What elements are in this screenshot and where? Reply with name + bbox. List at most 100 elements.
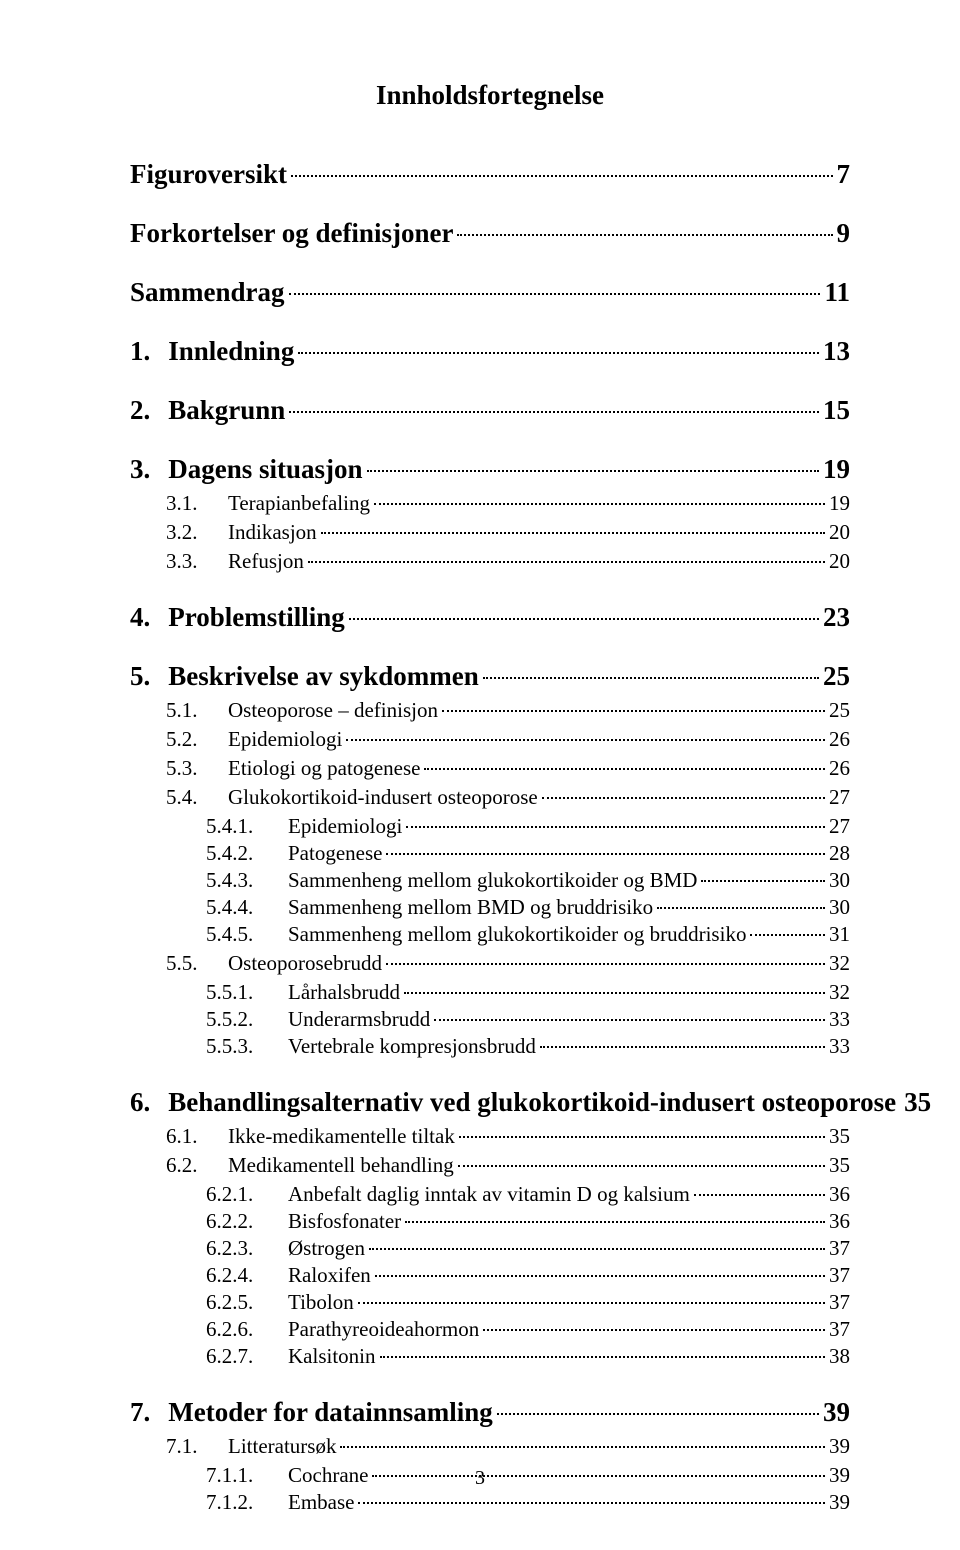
toc-entry-label: Forkortelser og definisjoner <box>130 218 453 249</box>
toc-title: Innholdsfortegnelse <box>130 80 850 111</box>
toc-entry-page: 35 <box>829 1124 850 1149</box>
toc-entry-page: 39 <box>829 1490 850 1515</box>
toc-leader <box>405 1221 825 1223</box>
toc-entry-text: Sammendrag <box>130 277 285 307</box>
toc-entry: 5.Beskrivelse av sykdommen 25 <box>130 661 850 692</box>
toc-entry-text: Tibolon <box>288 1290 354 1315</box>
toc-leader <box>459 1136 825 1138</box>
toc-entry-page: 25 <box>823 661 850 692</box>
toc-entry-number: 6.2.5. <box>206 1290 288 1315</box>
toc-leader <box>358 1502 825 1504</box>
toc-entry-text: Glukokortikoid-indusert osteoporose <box>228 785 538 810</box>
toc-entry-wrap: 6.2.Medikamentell behandling35 <box>130 1153 850 1178</box>
toc-entry-wrap: 5.5.3.Vertebrale kompresjonsbrudd33 <box>130 1034 850 1059</box>
toc-entry: 6.2.1.Anbefalt daglig inntak av vitamin … <box>130 1182 850 1207</box>
toc-entry: 6.2.2.Bisfosfonater36 <box>130 1209 850 1234</box>
toc-leader <box>367 470 819 472</box>
toc-entry-page: 33 <box>829 1034 850 1059</box>
toc-entry-wrap: 3.2.Indikasjon20 <box>130 520 850 545</box>
toc-entry-text: Patogenese <box>288 841 382 866</box>
toc-entry-page: 35 <box>904 1087 931 1118</box>
toc-entry-page: 39 <box>823 1397 850 1428</box>
toc-leader <box>289 411 819 413</box>
toc-entry-wrap: 5.3.Etiologi og patogenese26 <box>130 756 850 781</box>
toc-entry: 5.4.Glukokortikoid-indusert osteoporose 2… <box>130 785 850 810</box>
toc-entry-page: 20 <box>829 520 850 545</box>
toc-leader <box>694 1194 825 1196</box>
toc-entry-page: 37 <box>829 1290 850 1315</box>
toc-entry-label: 6.Behandlingsalternativ ved glukokortiko… <box>130 1087 896 1118</box>
toc-leader <box>434 1019 825 1021</box>
toc-entry-wrap: 5.1.Osteoporose – definisjon25 <box>130 698 850 723</box>
toc-leader <box>291 175 833 177</box>
toc-entry-text: Osteoporose – definisjon <box>228 698 438 723</box>
toc-leader <box>386 963 825 965</box>
page: Innholdsfortegnelse Figuroversikt7 Forkor… <box>0 0 960 1550</box>
toc-entry-text: Epidemiologi <box>288 814 402 839</box>
toc-entry-text: Problemstilling <box>168 602 345 632</box>
toc-entry-page: 11 <box>824 277 850 308</box>
toc-entry-page: 20 <box>829 549 850 574</box>
toc-body: Figuroversikt7 Forkortelser og definisjon… <box>130 159 850 1515</box>
toc-entry-text: Behandlingsalternativ ved glukokortikoid… <box>168 1087 896 1117</box>
toc-entry-number: 6.2.2. <box>206 1209 288 1234</box>
toc-entry-number: 5.4.4. <box>206 895 288 920</box>
toc-entry: 4.Problemstilling23 <box>130 602 850 633</box>
toc-entry-number: 5.4. <box>166 785 228 810</box>
toc-entry-wrap: 6.2.2.Bisfosfonater36 <box>130 1209 850 1234</box>
toc-entry-text: Metoder for datainnsamling <box>168 1397 493 1427</box>
toc-entry-label: 3. Dagens situasjon <box>130 454 363 485</box>
toc-entry-text: Dagens situasjon <box>168 454 362 484</box>
toc-entry-number: 4. <box>130 602 150 632</box>
toc-entry-page: 30 <box>829 868 850 893</box>
toc-entry-wrap: 3.3.Refusjon20 <box>130 549 850 574</box>
toc-leader <box>483 1329 825 1331</box>
toc-entry-page: 26 <box>829 756 850 781</box>
toc-entry-number: 6.2.6. <box>206 1317 288 1342</box>
toc-leader <box>701 880 825 882</box>
toc-entry-page: 28 <box>829 841 850 866</box>
toc-entry-page: 19 <box>829 491 850 516</box>
toc-entry-wrap: 5.4.1.Epidemiologi27 <box>130 814 850 839</box>
toc-entry-label: Sammendrag <box>130 277 285 308</box>
toc-entry-text: Underarmsbrudd <box>288 1007 430 1032</box>
toc-entry-wrap: 6.2.1.Anbefalt daglig inntak av vitamin … <box>130 1182 850 1207</box>
toc-entry-text: Forkortelser og definisjoner <box>130 218 453 248</box>
toc-entry-page: 9 <box>837 218 851 249</box>
toc-entry: 7.1.Litteratursøk39 <box>130 1434 850 1459</box>
toc-entry-text: Vertebrale kompresjonsbrudd <box>288 1034 536 1059</box>
toc-entry-wrap: 5.5.2.Underarmsbrudd33 <box>130 1007 850 1032</box>
toc-entry-page: 36 <box>829 1182 850 1207</box>
toc-entry-page: 27 <box>829 785 850 810</box>
toc-entry-wrap: 5.4.Glukokortikoid-indusert osteoporose 2… <box>130 785 850 810</box>
toc-leader <box>340 1446 825 1448</box>
toc-entry: 6.1.Ikke-medikamentelle tiltak35 <box>130 1124 850 1149</box>
toc-leader <box>298 352 819 354</box>
toc-entry-label: 5.Beskrivelse av sykdommen <box>130 661 479 692</box>
toc-entry-number: 6.2.4. <box>206 1263 288 1288</box>
toc-entry: 5.1.Osteoporose – definisjon25 <box>130 698 850 723</box>
toc-entry-text: Raloxifen <box>288 1263 371 1288</box>
toc-entry-wrap: 5.5.Osteoporosebrudd32 <box>130 951 850 976</box>
toc-entry-text: Epidemiologi <box>228 727 342 752</box>
toc-entry: 6.2.5.Tibolon 37 <box>130 1290 850 1315</box>
toc-leader <box>540 1046 825 1048</box>
toc-leader <box>542 797 825 799</box>
toc-entry-page: 37 <box>829 1236 850 1261</box>
toc-leader <box>346 739 825 741</box>
toc-entry-page: 35 <box>829 1153 850 1178</box>
toc-entry-page: 15 <box>823 395 850 426</box>
toc-entry-wrap: 5.5.1.Lårhalsbrudd32 <box>130 980 850 1005</box>
toc-entry-number: 7.1.2. <box>206 1490 288 1515</box>
toc-leader <box>369 1248 825 1250</box>
toc-leader <box>321 532 825 534</box>
toc-leader <box>458 1165 825 1167</box>
toc-entry: 3.1.Terapianbefaling19 <box>130 491 850 516</box>
toc-entry: 5.4.1.Epidemiologi27 <box>130 814 850 839</box>
toc-entry-wrap: 3.1.Terapianbefaling19 <box>130 491 850 516</box>
toc-entry-number: 3. <box>130 454 150 484</box>
toc-entry-page: 33 <box>829 1007 850 1032</box>
toc-entry-text: Sammenheng mellom glukokortikoider og br… <box>288 922 746 947</box>
toc-entry-number: 5.4.1. <box>206 814 288 839</box>
toc-entry: Figuroversikt7 <box>130 159 850 190</box>
